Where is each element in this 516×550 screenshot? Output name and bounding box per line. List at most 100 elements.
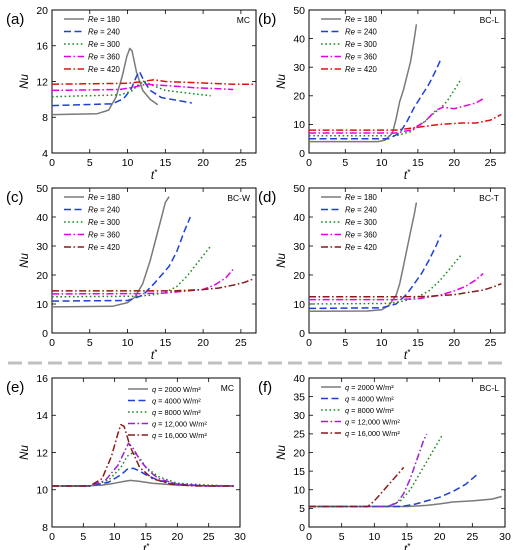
legend-entry: q = 16,000 W/m² — [345, 429, 400, 438]
plot-frame — [308, 377, 506, 528]
y-tick-label: 30 — [293, 410, 305, 422]
y-tick-label: 10 — [293, 299, 305, 311]
y-axis-label: Nu — [276, 445, 288, 460]
y-tick-label: 8 — [42, 522, 48, 534]
chart-panel-6: 0 5 10 15 20 25 30 0 5 10 15 20 25 30 35 40 t* Nu (f) BC-L q… — [258, 373, 511, 550]
y-tick-label: 14 — [36, 410, 48, 422]
legend-entry: Re = 420 — [345, 65, 378, 74]
legend-entry: Re = 300 — [88, 40, 121, 49]
legend-entry: Re = 180 — [88, 193, 121, 202]
series-line-5 — [309, 283, 502, 298]
chart-panel-4: 0 5 10 15 20 25 0 10 20 30 40 50 t* Nu (d) BC-T Re = 180… — [258, 183, 506, 362]
legend-entry: Re = 360 — [345, 53, 378, 62]
y-tick-label: 0 — [42, 328, 48, 340]
panel-tag: BC-T — [479, 193, 499, 203]
series-line-4 — [52, 83, 234, 92]
x-tick-label: 0 — [306, 157, 312, 169]
y-tick-label: 0 — [299, 148, 305, 160]
x-axis-label: t* — [404, 542, 411, 550]
x-tick-label: 10 — [109, 531, 121, 543]
series-line-5 — [309, 466, 405, 508]
y-tick-label: 30 — [293, 241, 305, 253]
x-axis-label: t* — [143, 542, 150, 550]
x-tick-label: 15 — [412, 157, 424, 169]
x-tick-label: 20 — [434, 531, 446, 543]
chart-panel-2: 0 5 10 15 20 25 0 10 20 30 40 50 t* Nu (b) BC-L Re = 180… — [258, 5, 506, 182]
y-tick-label: 40 — [293, 33, 305, 45]
x-tick-label: 5 — [342, 337, 348, 349]
legend-entry: Re = 180 — [88, 15, 121, 24]
x-tick-label: 30 — [234, 531, 246, 543]
x-tick-label: 5 — [339, 531, 345, 543]
y-tick-label: 30 — [293, 62, 305, 74]
panel-label: (d) — [258, 189, 276, 206]
legend-entry: Re = 240 — [345, 206, 378, 215]
y-tick-label: 4 — [42, 148, 48, 160]
x-tick-label: 5 — [87, 157, 93, 169]
y-tick-label: 40 — [293, 212, 305, 224]
y-tick-label: 20 — [293, 270, 305, 282]
legend-entry: q = 8000 W/m² — [345, 406, 394, 415]
series-line-5 — [52, 278, 253, 292]
y-tick-label: 10 — [36, 485, 48, 497]
x-axis-label: t* — [151, 348, 158, 362]
legend-entry: Re = 360 — [345, 231, 378, 240]
panel-tag: BC-L — [480, 383, 500, 393]
y-tick-label: 16 — [36, 41, 48, 53]
y-tick-label: 30 — [36, 241, 48, 253]
x-axis-label: t* — [404, 348, 411, 362]
y-axis-label: Nu — [276, 253, 288, 268]
series-line-4 — [309, 98, 484, 134]
x-tick-label: 15 — [140, 531, 152, 543]
x-tick-label: 25 — [235, 157, 247, 169]
y-axis-label: Nu — [19, 74, 31, 89]
plot-frame — [51, 377, 241, 528]
y-tick-label: 25 — [293, 429, 305, 441]
x-tick-label: 10 — [376, 157, 388, 169]
series-line-1 — [52, 47, 159, 116]
x-tick-label: 25 — [466, 531, 478, 543]
x-tick-label: 0 — [49, 157, 55, 169]
series-line-1 — [309, 495, 502, 508]
x-tick-label: 20 — [171, 531, 183, 543]
series-line-4 — [309, 433, 428, 508]
y-tick-label: 50 — [293, 183, 305, 195]
y-tick-label: 20 — [293, 447, 305, 459]
x-tick-label: 5 — [80, 531, 86, 543]
y-tick-label: 12 — [36, 76, 48, 88]
series-line-5 — [52, 423, 234, 487]
plot-frame — [51, 187, 257, 334]
legend-entry: q = 4000 W/m² — [152, 397, 201, 406]
y-tick-label: 50 — [36, 183, 48, 195]
legend-entry: Re = 240 — [88, 206, 121, 215]
y-axis-label: Nu — [276, 74, 288, 89]
y-tick-label: 10 — [293, 119, 305, 131]
x-tick-label: 10 — [376, 337, 388, 349]
series-line-4 — [309, 273, 484, 301]
x-tick-label: 25 — [235, 337, 247, 349]
x-tick-label: 20 — [448, 157, 460, 169]
series-line-1 — [309, 202, 418, 313]
x-tick-label: 15 — [412, 337, 424, 349]
legend-entry: q = 12,000 W/m² — [152, 420, 207, 429]
x-tick-label: 20 — [197, 157, 209, 169]
chart-panel-1: 0 5 10 15 20 25 4 8 12 16 20 t* Nu (a) MC Re = 180 Re = … — [6, 5, 257, 182]
panel-label: (f) — [258, 379, 272, 396]
legend-entry: Re = 420 — [88, 243, 121, 252]
legend-entry: Re = 180 — [345, 193, 378, 202]
y-tick-label: 20 — [293, 91, 305, 103]
series-line-2 — [309, 472, 480, 508]
y-tick-label: 50 — [293, 5, 305, 17]
panel-tag: MC — [221, 383, 234, 393]
x-tick-label: 25 — [485, 337, 497, 349]
y-tick-label: 0 — [299, 522, 305, 534]
chart-panel-5: 0 5 10 15 20 25 30 8 10 12 14 16 t* Nu (e) MC q = 2000 W… — [6, 373, 246, 550]
x-tick-label: 10 — [122, 157, 134, 169]
series-line-2 — [52, 70, 192, 107]
x-axis-label: t* — [404, 168, 411, 182]
series-line-5 — [309, 113, 502, 131]
x-tick-label: 5 — [342, 157, 348, 169]
y-tick-label: 40 — [293, 373, 305, 385]
x-tick-label: 15 — [159, 157, 171, 169]
